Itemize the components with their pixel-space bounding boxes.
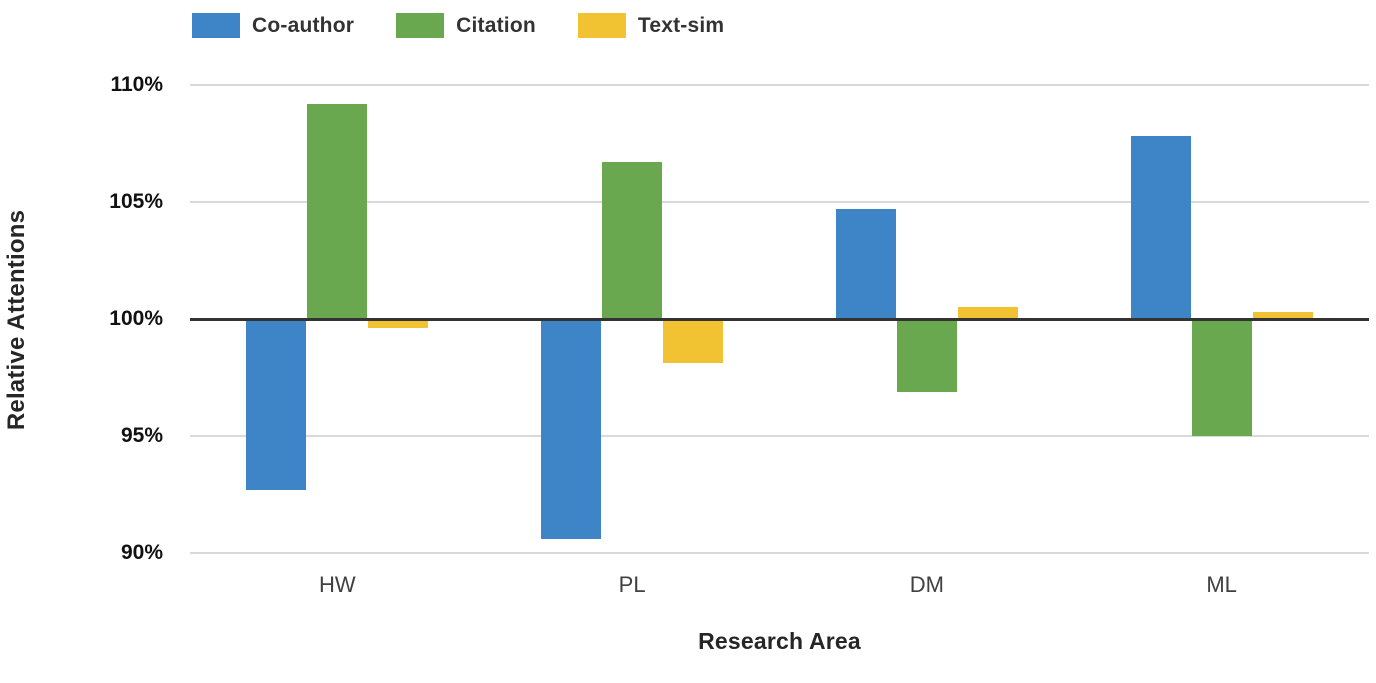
legend-swatch-co-author: [192, 13, 240, 38]
y-tick-label: 90%: [120, 541, 163, 564]
legend-label: Citation: [456, 13, 536, 37]
y-tick-label: 95%: [120, 424, 163, 447]
bar-text-sim-hw: [368, 319, 429, 329]
legend-label: Co-author: [252, 13, 355, 37]
legend-item-co-author: Co-author: [192, 13, 354, 38]
bar-co-author-pl: [541, 319, 602, 539]
bar-text-sim-pl: [663, 319, 724, 364]
gridline-95: [190, 435, 1369, 437]
x-tick-label-dm: DM: [909, 572, 944, 597]
bar-text-sim-dm: [957, 307, 1018, 319]
gridline-90: [190, 552, 1369, 554]
bar-citation-ml: [1191, 319, 1252, 436]
bar-citation-hw: [307, 103, 368, 319]
legend-swatch-citation: [396, 13, 445, 38]
bar-co-author-ml: [1130, 136, 1191, 319]
bar-text-sim-ml: [1252, 311, 1313, 319]
gridline-105: [190, 201, 1369, 203]
gridline-110: [190, 84, 1369, 86]
bar-co-author-hw: [246, 319, 307, 490]
legend-label: Text-sim: [637, 13, 725, 37]
y-axis-title: Relative Attentions: [3, 209, 30, 431]
baseline-100: [190, 317, 1369, 321]
y-tick-label: 110%: [110, 73, 163, 96]
bar-citation-dm: [896, 319, 957, 392]
chart-legend: Co-author Citation Text-sim: [192, 13, 724, 38]
x-tick-label-ml: ML: [1206, 572, 1237, 597]
legend-item-citation: Citation: [396, 13, 536, 38]
x-tick-label-hw: HW: [319, 572, 356, 597]
bar-citation-pl: [602, 162, 663, 319]
x-tick-label-pl: PL: [618, 572, 646, 597]
y-tick-label: 105%: [109, 190, 163, 213]
legend-item-text-sim: Text-sim: [577, 13, 725, 38]
legend-swatch-text-sim: [577, 13, 626, 38]
y-tick-label: 100%: [109, 307, 163, 330]
x-axis-title: Research Area: [698, 628, 861, 654]
bar-co-author-dm: [835, 209, 896, 319]
